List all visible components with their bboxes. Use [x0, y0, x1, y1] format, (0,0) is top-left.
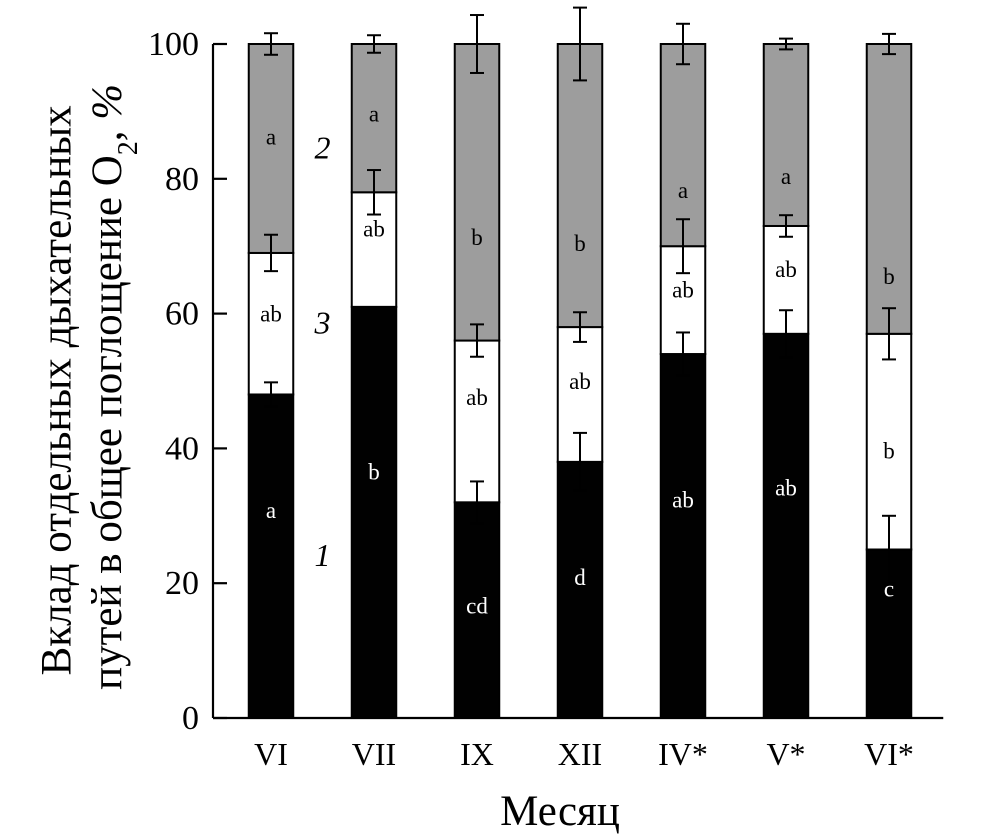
svg-text:ab: ab [672, 277, 694, 302]
svg-text:20: 20 [165, 565, 199, 602]
svg-text:80: 80 [165, 161, 199, 198]
svg-text:VII: VII [352, 736, 396, 772]
svg-text:b: b [368, 459, 380, 484]
svg-text:a: a [781, 164, 791, 189]
svg-text:IV*: IV* [658, 736, 708, 772]
svg-text:Вклад отдельных дыхательных: Вклад отдельных дыхательных [34, 105, 81, 675]
svg-text:40: 40 [165, 430, 199, 467]
svg-text:ab: ab [775, 257, 797, 282]
svg-text:IX: IX [460, 736, 494, 772]
svg-text:a: a [266, 125, 276, 150]
svg-text:ab: ab [672, 488, 694, 513]
svg-text:cd: cd [466, 593, 488, 618]
svg-text:b: b [574, 231, 586, 256]
svg-text:60: 60 [165, 296, 199, 333]
svg-text:Месяц: Месяц [500, 788, 620, 835]
svg-text:3: 3 [314, 305, 331, 341]
svg-text:ab: ab [569, 369, 591, 394]
svg-text:0: 0 [182, 700, 199, 737]
svg-text:2: 2 [315, 129, 331, 165]
svg-text:100: 100 [148, 26, 199, 63]
svg-text:ab: ab [260, 302, 282, 327]
svg-text:ab: ab [363, 216, 385, 241]
svg-text:c: c [884, 576, 894, 601]
svg-text:b: b [883, 264, 895, 289]
svg-text:VI: VI [254, 736, 288, 772]
svg-text:XII: XII [558, 736, 602, 772]
svg-text:VI*: VI* [864, 736, 914, 772]
svg-text:ab: ab [775, 475, 797, 500]
svg-text:V*: V* [766, 736, 805, 772]
svg-text:b: b [471, 225, 483, 250]
svg-text:a: a [369, 101, 379, 126]
svg-text:b: b [883, 439, 895, 464]
svg-text:a: a [266, 498, 276, 523]
svg-text:ab: ab [466, 385, 488, 410]
svg-text:a: a [678, 178, 688, 203]
svg-text:d: d [574, 565, 586, 590]
svg-text:1: 1 [315, 537, 331, 573]
